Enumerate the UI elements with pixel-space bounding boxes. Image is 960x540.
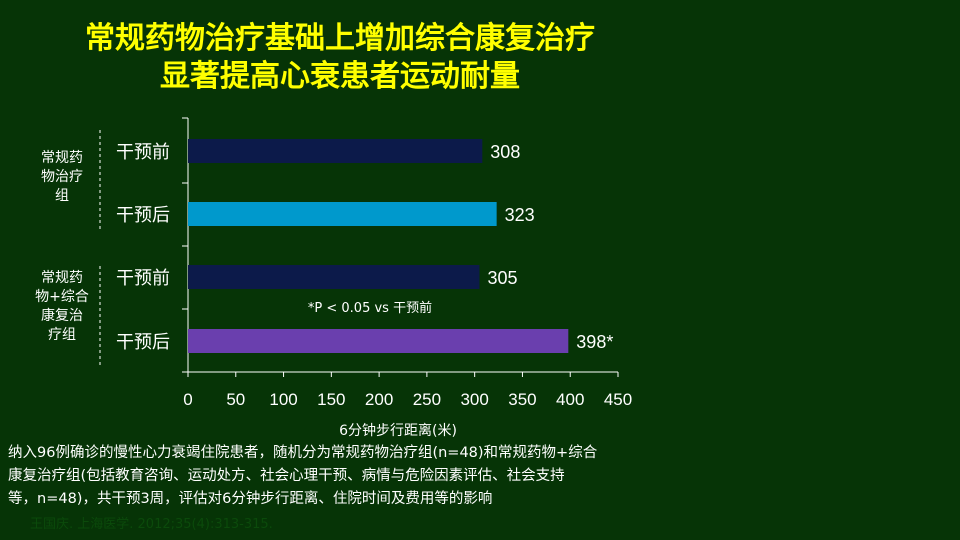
category-label-1: 干预后 <box>116 205 170 226</box>
title-line-2: 显著提高心衰患者运动耐量 <box>160 59 520 94</box>
bar-2 <box>188 265 480 289</box>
x-tick-label-3: 150 <box>317 390 345 409</box>
bar-3 <box>188 329 569 353</box>
note-line-3: 等，n=48)，共干预3周，评估对6分钟步行距离、住院时间及费用等的影响 <box>8 491 493 507</box>
note-line-1: 纳入96例确诊的慢性心力衰竭住院患者，随机分为常规药物治疗组(n=48)和常规药… <box>8 445 598 461</box>
title-line-1: 常规药物治疗基础上增加综合康复治疗 <box>85 21 595 56</box>
x-tick-label-1: 50 <box>226 390 245 409</box>
x-tick-label-2: 100 <box>269 390 297 409</box>
value-label-1: 323 <box>505 205 535 225</box>
category-label-0: 干预前 <box>116 142 170 163</box>
significance-annotation: *P < 0.05 vs 干预前 <box>308 300 432 316</box>
group-label-0-line-1: 物治疗 <box>41 169 83 185</box>
value-label-2: 305 <box>487 268 517 288</box>
x-tick-label-5: 250 <box>413 390 441 409</box>
note-line-2: 康复治疗组(包括教育咨询、运动处方、社会心理干预、病情与危险因素评估、社会支持 <box>8 468 565 484</box>
group-label-0-line-0: 常规药 <box>41 150 83 166</box>
x-tick-label-9: 450 <box>604 390 632 409</box>
study-note: 纳入96例确诊的慢性心力衰竭住院患者，随机分为常规药物治疗组(n=48)和常规药… <box>8 442 658 511</box>
slide-title: 常规药物治疗基础上增加综合康复治疗 显著提高心衰患者运动耐量 <box>0 20 680 96</box>
x-tick-label-4: 200 <box>365 390 393 409</box>
group-label-1-line-1: 物+综合 <box>35 289 89 305</box>
category-label-3: 干预后 <box>116 332 170 353</box>
group-label-0-line-2: 组 <box>55 188 69 204</box>
citation: 王国庆. 上海医学. 2012;35(4):313-315. <box>30 517 273 532</box>
x-tick-label-7: 350 <box>508 390 536 409</box>
category-label-2: 干预前 <box>116 268 170 289</box>
value-label-0: 308 <box>490 142 520 162</box>
value-label-3: 398* <box>576 332 613 352</box>
group-label-1-line-3: 疗组 <box>48 327 76 343</box>
bar-1 <box>188 202 497 226</box>
x-tick-label-8: 400 <box>556 390 584 409</box>
x-axis-title: 6分钟步行距离(米) <box>339 422 457 439</box>
x-tick-label-0: 0 <box>183 390 192 409</box>
group-label-1-line-2: 康复治 <box>41 307 83 324</box>
x-tick-label-6: 300 <box>460 390 488 409</box>
group-label-1-line-0: 常规药 <box>41 270 83 286</box>
bar-0 <box>188 139 483 163</box>
